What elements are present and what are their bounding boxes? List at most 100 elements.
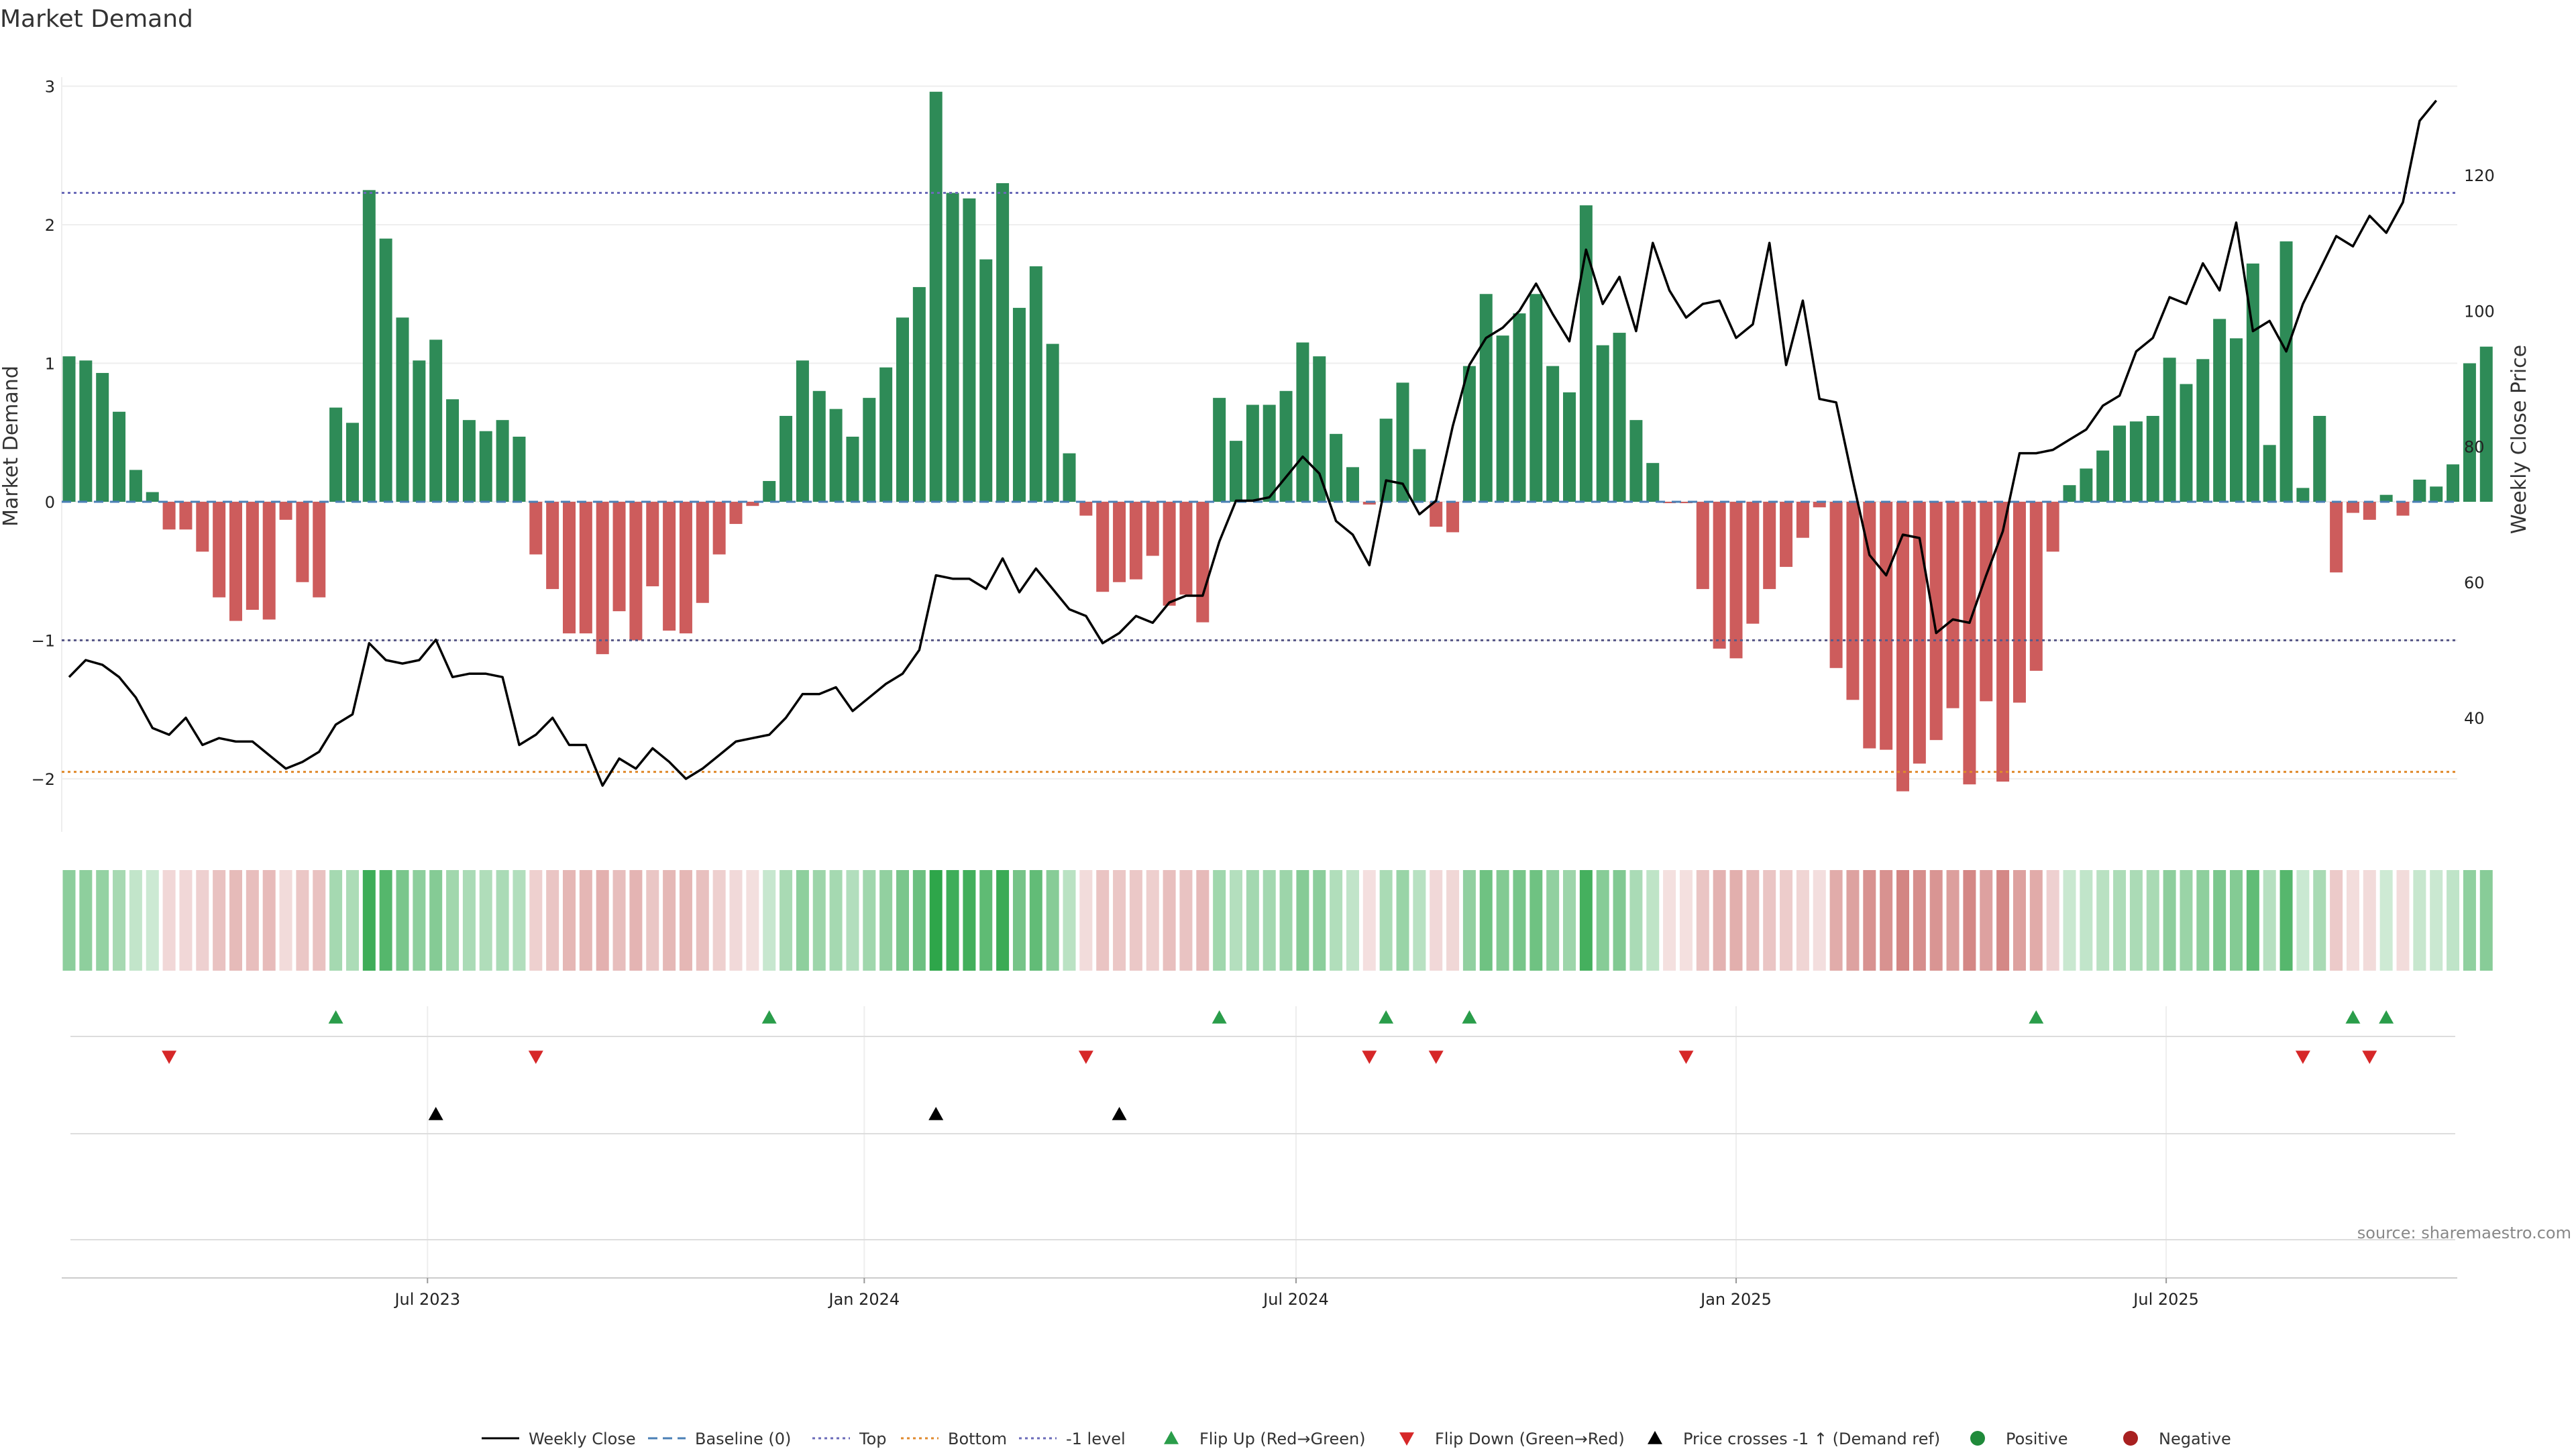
legend-item: -1 level: [1019, 1430, 1126, 1448]
heat-cell: [879, 870, 893, 971]
demand-bar: [529, 502, 543, 555]
demand-bar: [696, 502, 709, 603]
demand-bar: [179, 502, 193, 530]
heat-cell: [1163, 870, 1176, 971]
heat-cell: [596, 870, 609, 971]
heat-cell: [79, 870, 93, 971]
demand-bar: [1646, 463, 1660, 502]
heat-cell: [1646, 870, 1660, 971]
heat-cell: [1046, 870, 1059, 971]
flip-down-marker: [528, 1051, 543, 1064]
triangle-down-icon: [1399, 1432, 1414, 1446]
heat-cell: [863, 870, 876, 971]
flip-up-marker: [1212, 1010, 1227, 1024]
price-cross-marker: [428, 1107, 443, 1120]
demand-bar: [362, 190, 376, 502]
demand-bar: [1946, 502, 1960, 708]
flip-down-marker: [1078, 1051, 1093, 1064]
heat-cell: [1330, 870, 1343, 971]
demand-bar: [2363, 502, 2376, 520]
demand-bar: [1896, 502, 1909, 792]
demand-bar: [1729, 502, 1743, 659]
signal-markers: [70, 1010, 2455, 1240]
demand-bar: [1396, 382, 1409, 502]
legend-label: Flip Down (Green→Red): [1435, 1430, 1625, 1448]
heat-cell: [2330, 870, 2343, 971]
demand-bar: [1629, 420, 1643, 502]
demand-bar: [1113, 502, 1126, 582]
demand-bar: [329, 407, 343, 502]
heat-cell: [413, 870, 426, 971]
heat-cell: [513, 870, 526, 971]
y-tick-label: 2: [45, 216, 55, 235]
flip-up-marker: [328, 1010, 343, 1024]
flip-down-marker: [2362, 1051, 2377, 1064]
demand-bar: [1246, 405, 1259, 502]
demand-bar: [1012, 307, 1026, 502]
heat-cell: [529, 870, 543, 971]
heat-cell: [2396, 870, 2410, 971]
demand-bar: [1063, 453, 1076, 502]
demand-bar: [896, 317, 909, 502]
demand-bar: [496, 420, 509, 502]
heat-cell: [1713, 870, 1726, 971]
demand-bar: [1880, 502, 1893, 750]
demand-bar: [2046, 502, 2059, 552]
heat-cell: [446, 870, 460, 971]
reference-levels: [62, 192, 2457, 773]
demand-bar: [2279, 241, 2293, 502]
flip-up-marker: [2379, 1010, 2394, 1024]
flip-up-marker: [2029, 1010, 2044, 1024]
heat-cell: [179, 870, 193, 971]
demand-bar: [446, 399, 460, 502]
demand-bar: [1596, 345, 1609, 502]
heat-cell: [629, 870, 643, 971]
demand-bar: [513, 436, 526, 502]
flip-up-marker: [1379, 1010, 1394, 1024]
demand-bar: [2129, 421, 2143, 502]
heat-cell: [1579, 870, 1593, 971]
y-ticks: 3 2 1 0 −1 −2: [32, 78, 55, 790]
heat-cell: [379, 870, 392, 971]
heat-cell: [780, 870, 793, 971]
heat-cell: [679, 870, 692, 971]
heat-cell: [979, 870, 993, 971]
demand-bar: [1279, 390, 1293, 502]
heat-cell: [1696, 870, 1709, 971]
heat-cell: [62, 870, 76, 971]
heat-cell: [2180, 870, 2193, 971]
demand-bar: [1146, 502, 1159, 556]
x-tick-label: Jul 2025: [2132, 1290, 2199, 1309]
y-tick-label: 1: [45, 355, 55, 374]
legend-item: Top: [812, 1430, 887, 1448]
y2-tick-label: 120: [2464, 166, 2495, 185]
demand-bar: [663, 502, 676, 631]
demand-bar: [1263, 405, 1276, 502]
flip-down-marker: [1362, 1051, 1377, 1064]
heat-cell: [1529, 870, 1543, 971]
y2-ticks: 120 100 80 60 40: [2464, 166, 2495, 728]
heat-cell: [1796, 870, 1809, 971]
heat-cell: [246, 870, 259, 971]
heat-cell: [1596, 870, 1609, 971]
heat-cell: [1479, 870, 1493, 971]
heat-cell: [712, 870, 726, 971]
heat-cell: [1496, 870, 1509, 971]
demand-bar: [129, 470, 142, 502]
demand-bar: [746, 502, 759, 506]
demand-bar: [1563, 392, 1576, 502]
legend-label: Top: [859, 1430, 887, 1448]
heat-cell: [612, 870, 626, 971]
price-line-group: [68, 99, 2438, 787]
legend-label: Negative: [2159, 1430, 2231, 1448]
y2-tick-label: 40: [2464, 709, 2485, 728]
heat-cell: [2263, 870, 2276, 971]
demand-bar: [1780, 502, 1793, 568]
price-cross-marker: [1112, 1107, 1127, 1120]
legend-label: -1 level: [1066, 1430, 1126, 1448]
demand-bar: [1696, 502, 1709, 590]
heat-cell: [2379, 870, 2393, 971]
heat-cell: [1296, 870, 1309, 971]
y-axis-label: Market Demand: [0, 366, 23, 527]
heat-cell: [2080, 870, 2093, 971]
